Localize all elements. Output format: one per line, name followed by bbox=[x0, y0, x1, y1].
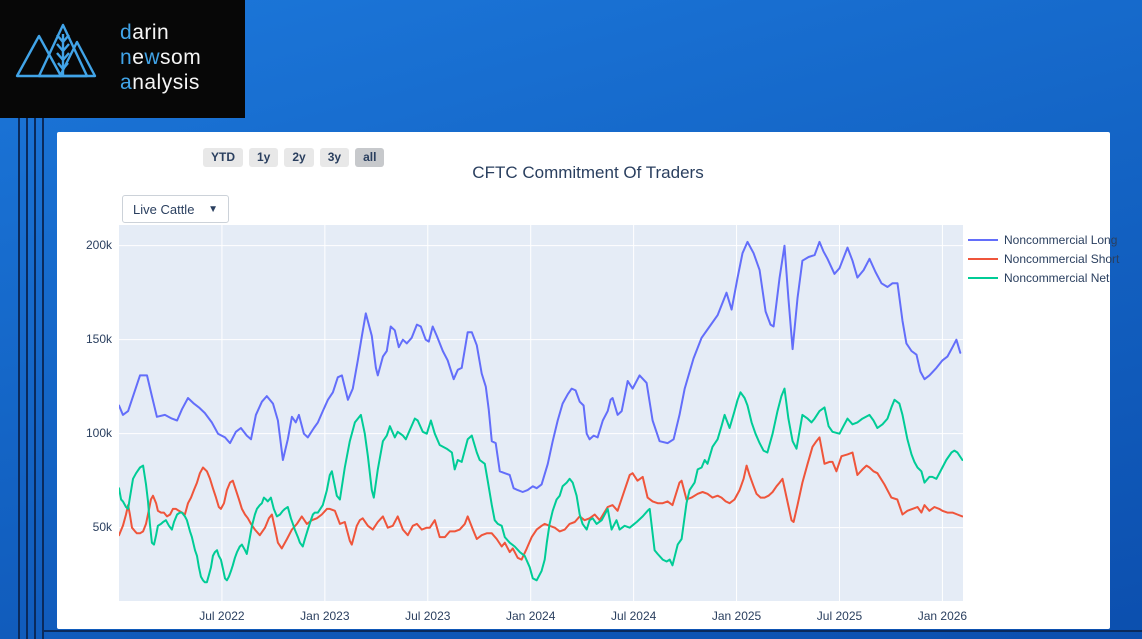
x-tick-label: Jan 2023 bbox=[300, 609, 350, 623]
logo-line: newsom bbox=[120, 46, 202, 69]
mountains-wheat-logo-icon bbox=[15, 23, 97, 78]
plot-canvas[interactable] bbox=[118, 225, 964, 601]
chart-card: YTD 1y 2y 3y all CFTC Commitment Of Traders … bbox=[57, 132, 1119, 629]
y-tick-label: 100k bbox=[85, 425, 112, 440]
range-selector: YTD 1y 2y 3y all bbox=[203, 148, 385, 167]
logo-block: darin newsom analysis bbox=[0, 0, 245, 118]
plot-area[interactable] bbox=[118, 225, 964, 601]
x-tick-label: Jul 2023 bbox=[405, 609, 451, 623]
y-tick-label: 150k bbox=[85, 331, 112, 346]
legend-line-swatch bbox=[968, 257, 998, 260]
range-button-all[interactable]: all bbox=[355, 148, 385, 167]
dropdown-value: Live Cattle bbox=[133, 201, 195, 217]
range-button-1y[interactable]: 1y bbox=[249, 148, 279, 167]
y-tick-label: 200k bbox=[85, 237, 112, 252]
legend-label: Noncommercial Short bbox=[1004, 251, 1120, 266]
x-tick-label: Jul 2025 bbox=[816, 609, 863, 623]
logo-text: darin newsom analysis bbox=[120, 20, 201, 95]
x-tick-label: Jan 2025 bbox=[711, 609, 762, 623]
x-tick-label: Jul 2022 bbox=[199, 609, 245, 623]
commodity-dropdown[interactable]: Live Cattle ▼ bbox=[122, 195, 229, 223]
x-tick-label: Jul 2024 bbox=[610, 609, 657, 623]
x-tick-label: Jan 2024 bbox=[506, 609, 556, 623]
series-line-1 bbox=[118, 436, 964, 561]
legend-label: Noncommercial Net bbox=[1004, 270, 1110, 285]
legend-item-2[interactable]: Noncommercial Net bbox=[968, 268, 1119, 287]
legend-item-1[interactable]: Noncommercial Short bbox=[968, 249, 1119, 268]
bottom-rule bbox=[44, 630, 1142, 632]
legend-label: Noncommercial Long bbox=[1004, 232, 1118, 247]
legend-line-swatch bbox=[968, 276, 998, 279]
range-button-ytd[interactable]: YTD bbox=[203, 148, 243, 167]
decorative-stripe bbox=[34, 118, 36, 639]
range-button-2y[interactable]: 2y bbox=[284, 148, 314, 167]
chevron-down-icon: ▼ bbox=[208, 203, 218, 215]
series-line-2 bbox=[118, 387, 964, 584]
x-tick-label: Jan 2026 bbox=[917, 609, 968, 623]
legend-item-0[interactable]: Noncommercial Long bbox=[968, 230, 1119, 249]
decorative-stripe bbox=[26, 118, 28, 639]
y-tick-label: 50k bbox=[92, 519, 112, 534]
legend: Noncommercial Long Noncommercial Short Non… bbox=[968, 230, 1119, 287]
range-button-3y[interactable]: 3y bbox=[319, 148, 350, 167]
series-line-0 bbox=[118, 240, 962, 493]
logo-line: darin bbox=[120, 21, 170, 44]
logo-line: analysis bbox=[120, 71, 200, 94]
legend-line-swatch bbox=[968, 238, 998, 241]
decorative-stripe bbox=[18, 118, 20, 639]
chart-title: CFTC Commitment Of Traders bbox=[472, 163, 704, 182]
decorative-stripe bbox=[42, 118, 44, 639]
